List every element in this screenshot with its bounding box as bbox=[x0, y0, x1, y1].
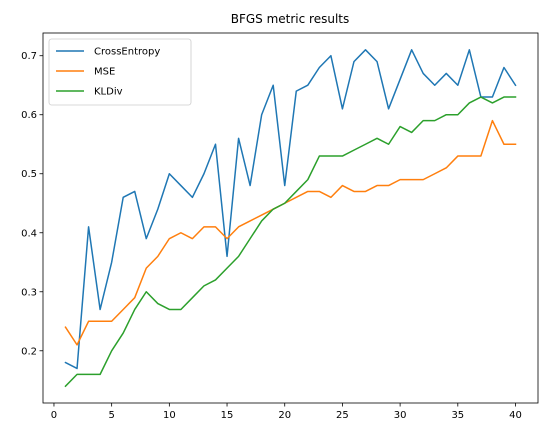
y-tick-label: 0.2 bbox=[21, 346, 37, 357]
x-tick-label: 35 bbox=[451, 410, 464, 421]
y-tick-label: 0.3 bbox=[21, 287, 37, 298]
x-tick-label: 15 bbox=[221, 410, 234, 421]
y-tick-label: 0.6 bbox=[21, 110, 37, 121]
y-tick-label: 0.7 bbox=[21, 51, 37, 62]
legend-label: CrossEntropy bbox=[94, 47, 160, 58]
series-line-crossentropy bbox=[64, 49, 517, 370]
legend-label: MSE bbox=[94, 67, 115, 78]
x-tick-label: 25 bbox=[336, 410, 349, 421]
chart-title: BFGS metric results bbox=[231, 12, 350, 26]
series-line-kldiv bbox=[64, 96, 517, 388]
plot-area bbox=[64, 49, 517, 388]
legend-label: KLDiv bbox=[94, 87, 123, 98]
x-tick-label: 30 bbox=[394, 410, 407, 421]
x-tick-label: 0 bbox=[51, 410, 57, 421]
y-tick-label: 0.5 bbox=[21, 169, 37, 180]
legend-box bbox=[48, 38, 192, 106]
x-tick-label: 40 bbox=[509, 410, 522, 421]
legend: CrossEntropy MSE KLDiv bbox=[48, 38, 192, 106]
y-tick-label: 0.4 bbox=[21, 228, 37, 239]
x-tick-label: 10 bbox=[163, 410, 176, 421]
series-line-mse bbox=[64, 119, 517, 346]
x-tick-label: 20 bbox=[278, 410, 291, 421]
x-tick-label: 5 bbox=[108, 410, 114, 421]
axes: 0 5 10 15 20 25 30 35 40 0.2 0.3 0.4 0.5 0.6 0.7 bbox=[21, 51, 522, 421]
plot-frame bbox=[42, 32, 539, 404]
